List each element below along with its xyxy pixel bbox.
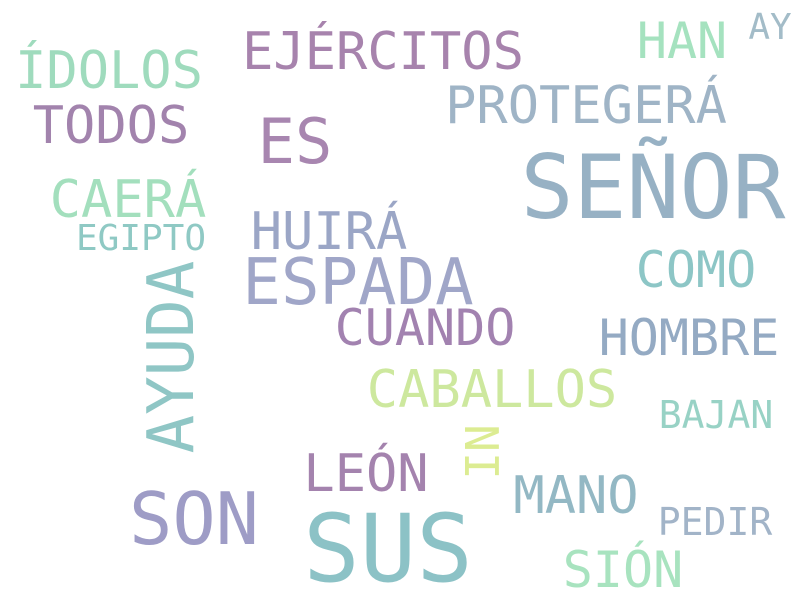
word-huira: HUIRÁ (250, 202, 408, 262)
word-pedir: PEDIR (657, 500, 773, 544)
word-mano: MANO (513, 466, 639, 526)
word-ejercitos: EJÉRCITOS (242, 22, 524, 82)
word-ni: NI (454, 424, 508, 480)
word-bajan: BAJAN (658, 393, 774, 437)
word-idolos: ÍDOLOS (15, 41, 203, 101)
word-espada: ESPADA (242, 246, 474, 320)
word-protegera: PROTEGERÁ (445, 76, 727, 136)
word-son: SON (128, 477, 260, 561)
word-sus: SUS (303, 495, 473, 600)
word-ayuda: AYUDA (135, 260, 209, 454)
word-caera: CAERÁ (49, 170, 207, 230)
word-todos: TODOS (32, 96, 190, 156)
word-caballos: CABALLOS (366, 360, 618, 420)
word-han: HAN (636, 12, 728, 70)
word-leon: LEÓN (303, 444, 429, 504)
word-cuando: CUANDO (334, 299, 516, 357)
word-ay: AY (748, 7, 792, 48)
word-sion: SIÓN (562, 541, 684, 599)
word-hombre: HOMBRE (598, 309, 780, 367)
word-egipto: EGIPTO (75, 218, 207, 259)
word-es: ES (257, 105, 333, 178)
word-senor: SEÑOR (520, 136, 786, 239)
word-como: COMO (635, 241, 757, 299)
